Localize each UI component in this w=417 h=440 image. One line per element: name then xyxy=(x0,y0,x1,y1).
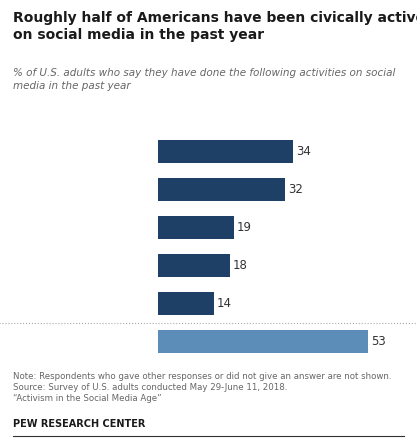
Bar xyxy=(158,216,234,239)
Text: 14: 14 xyxy=(217,297,232,310)
Text: % of U.S. adults who say they have done the following activities on social
media: % of U.S. adults who say they have done … xyxy=(13,68,395,91)
Bar xyxy=(158,178,285,201)
Text: Note: Respondents who gave other responses or did not give an answer are not sho: Note: Respondents who gave other respons… xyxy=(13,372,391,403)
Text: 32: 32 xyxy=(289,183,303,196)
Text: 53: 53 xyxy=(372,335,386,348)
Text: 19: 19 xyxy=(237,221,252,234)
Text: PEW RESEARCH CENTER: PEW RESEARCH CENTER xyxy=(13,419,145,429)
Bar xyxy=(158,330,368,353)
Text: 34: 34 xyxy=(296,145,311,158)
Bar xyxy=(158,292,214,315)
Text: 18: 18 xyxy=(233,259,248,272)
Bar xyxy=(158,139,293,162)
Text: Roughly half of Americans have been civically active
on social media in the past: Roughly half of Americans have been civi… xyxy=(13,11,417,42)
Bar xyxy=(158,254,230,277)
